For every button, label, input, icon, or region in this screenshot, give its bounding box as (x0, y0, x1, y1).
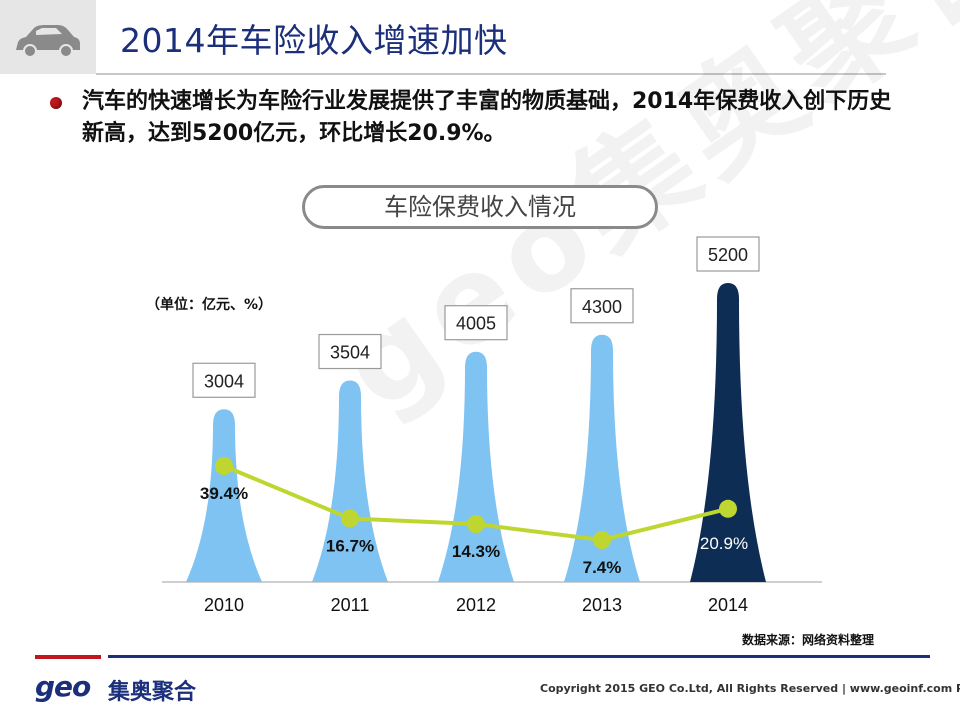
growth-label: 39.4% (200, 484, 248, 503)
chart-title: 车险保费收入情况 (302, 185, 658, 229)
bar-value-box (570, 288, 634, 324)
growth-point (719, 499, 737, 518)
page-title: 2014年车险收入增速加快 (120, 21, 508, 60)
growth-point (593, 531, 611, 549)
x-tick-label: 2011 (331, 595, 370, 615)
bar-value-box (696, 236, 760, 272)
bar-value-box (192, 362, 256, 398)
header-divider (96, 73, 886, 75)
bar-value-box (318, 333, 382, 370)
growth-label: 14.3% (452, 542, 500, 561)
growth-label: 20.9% (700, 534, 748, 553)
bullet-dot-icon (50, 97, 62, 109)
copyright: Copyright 2015 GEO Co.Ltd, All Rights Re… (540, 682, 960, 695)
bar-2011 (312, 380, 388, 582)
growth-point (467, 515, 485, 534)
bar-2013 (564, 334, 640, 582)
x-tick-label: 2010 (204, 595, 244, 615)
car-badge (0, 0, 96, 74)
bar-value-label: 4005 (456, 314, 496, 334)
bar-value-label: 3004 (204, 371, 244, 391)
growth-label: 16.7% (326, 536, 374, 555)
bullet-text: 汽车的快速增长为车险行业发展提供了丰富的物质基础，2014年保费收入创下历史新高… (82, 89, 892, 146)
header: 2014年车险收入增速加快 (0, 0, 960, 80)
growth-point (215, 457, 233, 475)
logo-cn: 集奥聚合 (108, 680, 197, 705)
bar-2014 (690, 283, 766, 582)
bar-value-box (444, 305, 508, 341)
x-tick-label: 2013 (582, 595, 622, 615)
growth-point (341, 509, 359, 528)
bar-value-label: 3504 (330, 343, 370, 363)
footer-line-blue (108, 655, 930, 658)
logo: geo (35, 670, 91, 703)
car-icon (16, 25, 80, 58)
bar-value-label: 5200 (708, 245, 748, 265)
growth-label: 7.4% (583, 558, 622, 577)
bar-2010 (186, 409, 262, 582)
x-tick-label: 2012 (456, 595, 496, 615)
footer-line-red (35, 655, 101, 659)
source-note: 数据来源：网络资料整理 (742, 633, 875, 647)
bar-value-label: 4300 (582, 297, 622, 317)
unit-label: （单位：亿元、%） (146, 297, 273, 313)
x-tick-label: 2014 (708, 595, 748, 615)
